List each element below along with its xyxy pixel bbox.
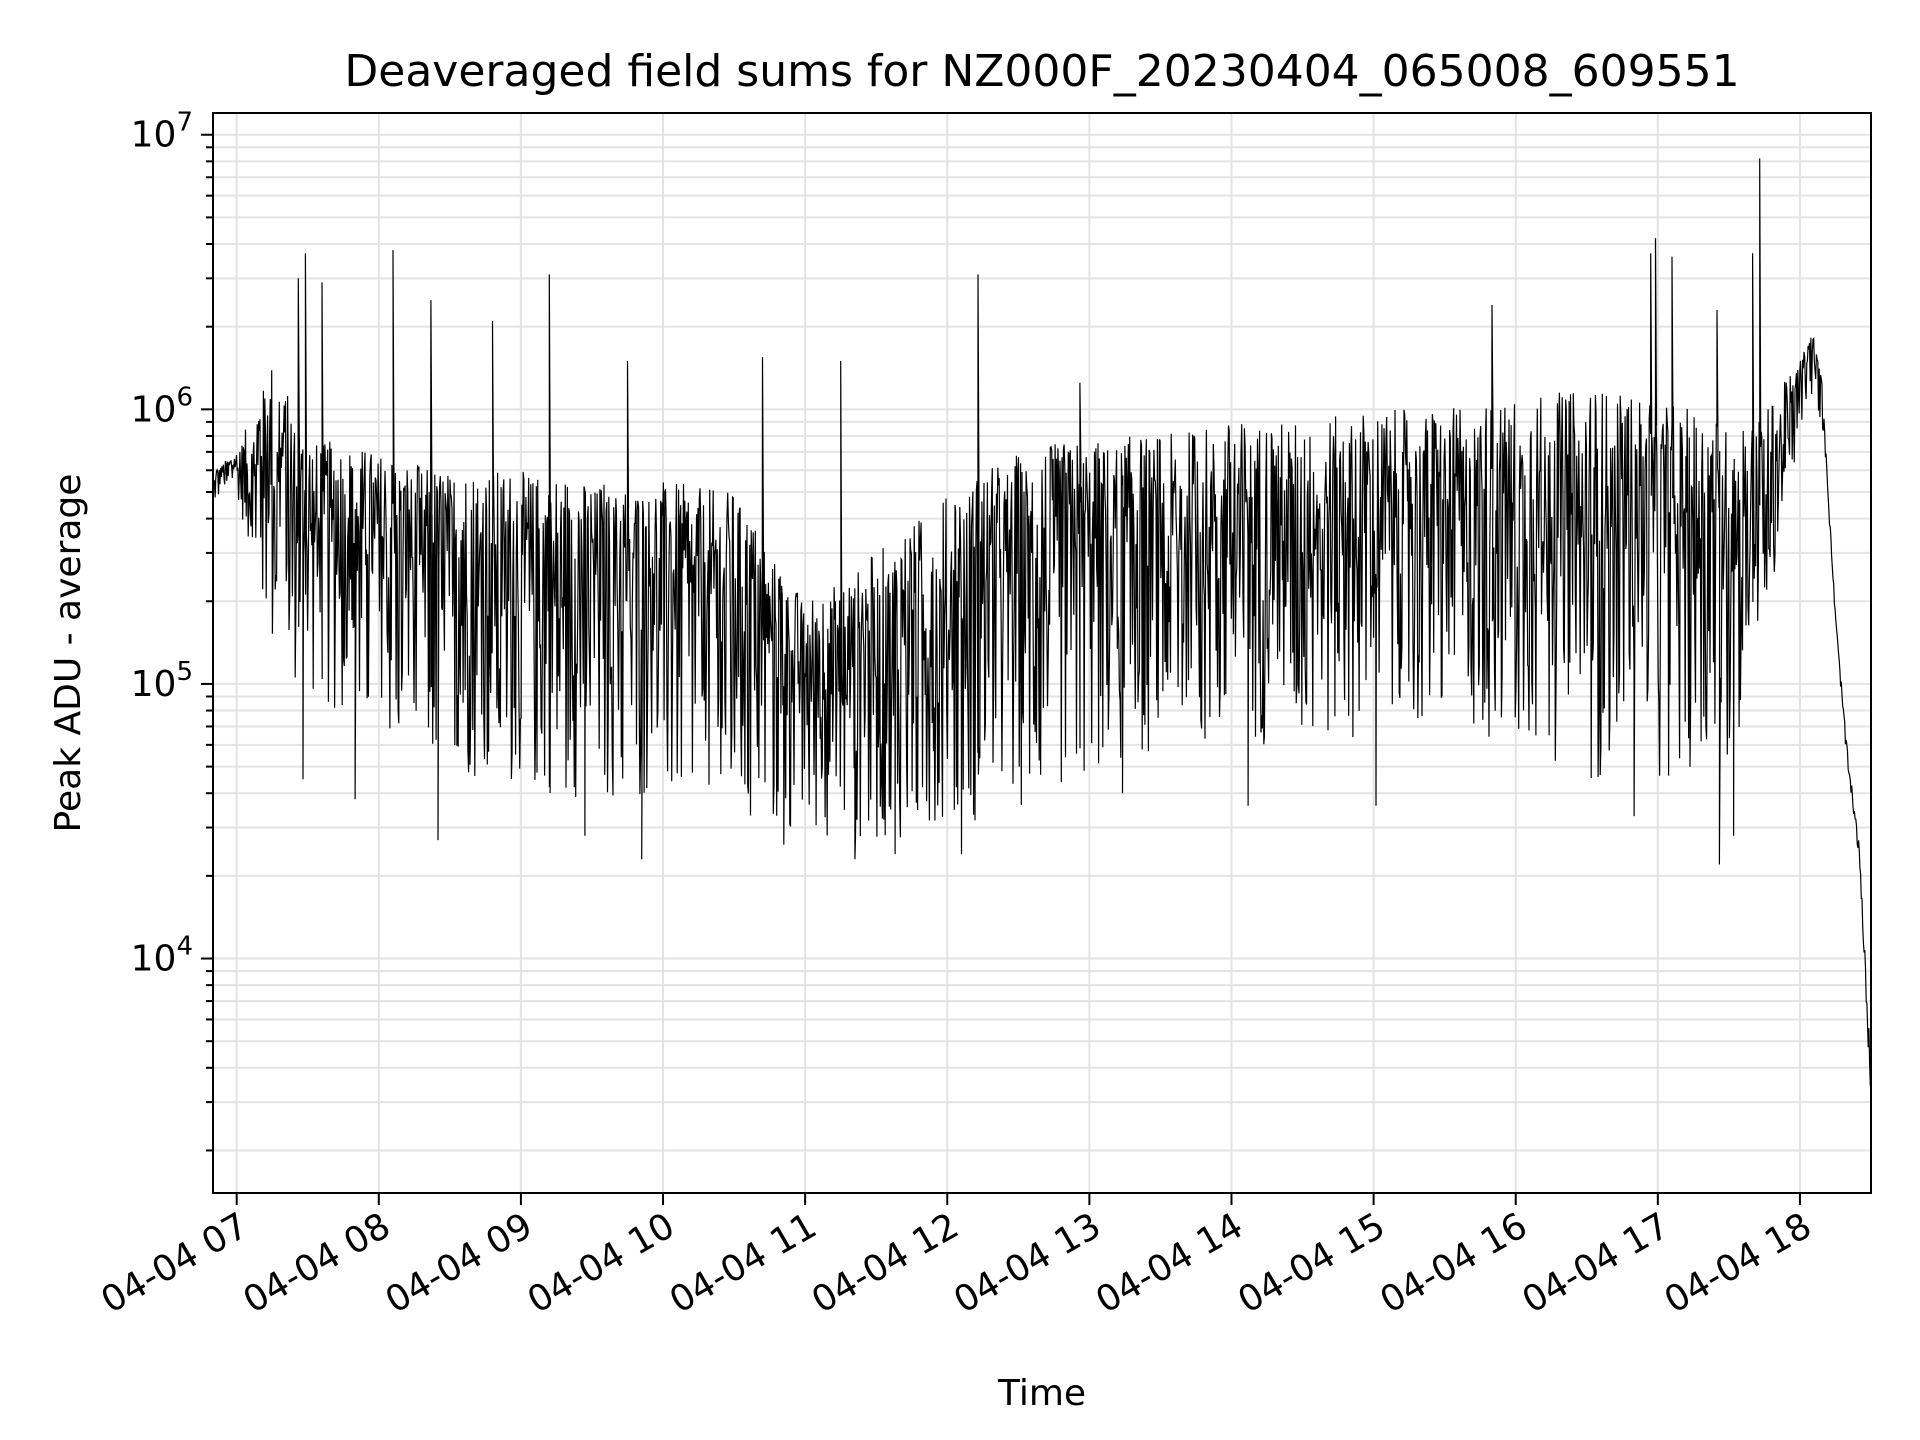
data-series-line (212, 158, 1872, 1086)
x-tick-label: 04-04 18 (1658, 1205, 1819, 1321)
x-tick-label: 04-04 16 (1374, 1205, 1535, 1321)
chart-title: Deaveraged field sums for NZ000F_2023040… (344, 46, 1739, 97)
y-tick-label-exponent: 4 (176, 932, 193, 962)
data-series-layer (212, 158, 1872, 1086)
y-tick-label-exponent: 7 (176, 108, 193, 138)
y-tick-label-base: 10 (131, 115, 177, 156)
y-tick-label-base: 10 (131, 389, 177, 430)
x-tick-label: 04-04 15 (1231, 1205, 1392, 1321)
plot-frame (212, 112, 1872, 1194)
x-tick-label: 04-04 12 (805, 1205, 966, 1321)
x-tick-label: 04-04 14 (1089, 1205, 1250, 1321)
y-tick-label-base: 10 (131, 664, 177, 705)
y-tick-label: 105 (131, 657, 193, 705)
x-axis-label: Time (997, 1373, 1086, 1414)
y-tick-label: 107 (131, 108, 193, 156)
x-tick-label: 04-04 07 (95, 1205, 256, 1321)
y-tick-label-exponent: 6 (176, 382, 193, 412)
y-tick-label-exponent: 5 (176, 657, 193, 687)
y-axis-label: Peak ADU - average (48, 474, 89, 833)
y-tick-label: 106 (131, 382, 193, 430)
x-tick-label: 04-04 10 (521, 1205, 682, 1321)
y-tick-label-base: 10 (131, 939, 177, 980)
grid (213, 113, 1871, 1193)
x-tick-label: 04-04 11 (663, 1205, 824, 1321)
x-tick-label: 04-04 08 (237, 1205, 398, 1321)
y-tick-label: 104 (131, 932, 193, 980)
x-tick-label: 04-04 09 (379, 1205, 540, 1321)
x-tick-label: 04-04 17 (1516, 1205, 1677, 1321)
x-tick-label: 04-04 13 (947, 1205, 1108, 1321)
